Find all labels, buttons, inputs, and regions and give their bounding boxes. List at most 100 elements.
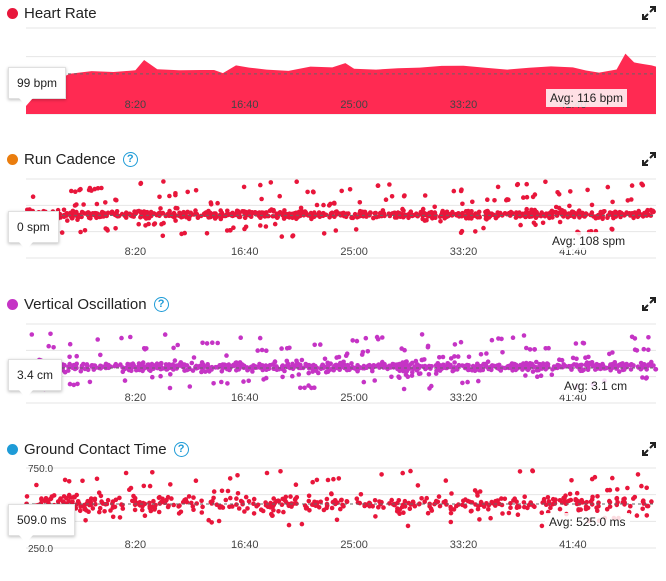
data-point — [500, 350, 505, 355]
data-point — [354, 496, 360, 501]
data-point — [524, 194, 530, 200]
data-point — [402, 498, 408, 504]
x-tick-label: 25:00 — [340, 246, 368, 258]
data-point — [401, 214, 407, 219]
data-point — [95, 186, 101, 191]
data-point — [614, 363, 620, 368]
x-tick-label: 33:20 — [450, 539, 478, 551]
data-point — [631, 363, 636, 368]
data-point — [425, 510, 431, 516]
y-tick-label: 250.0 — [28, 544, 53, 555]
data-point — [534, 359, 539, 365]
expand-icon[interactable] — [642, 6, 656, 20]
data-point — [333, 228, 339, 233]
expand-icon[interactable] — [642, 442, 656, 456]
data-point — [314, 477, 320, 483]
data-point — [64, 213, 69, 218]
data-points — [23, 468, 654, 529]
data-point — [339, 211, 344, 216]
data-point — [563, 363, 568, 369]
average-label: Avg: 116 bpm — [546, 89, 627, 107]
data-point — [426, 372, 432, 377]
data-point — [68, 495, 73, 500]
data-point — [464, 362, 470, 368]
data-point — [117, 495, 122, 501]
data-point — [357, 200, 363, 205]
data-point — [269, 513, 275, 518]
data-point — [209, 520, 214, 525]
data-point — [433, 363, 439, 368]
data-point — [66, 479, 72, 484]
data-point — [261, 377, 266, 382]
data-point — [227, 476, 233, 481]
data-point — [532, 347, 537, 352]
help-icon[interactable]: ? — [173, 441, 189, 457]
data-point — [391, 365, 396, 370]
data-point — [353, 227, 359, 232]
data-points — [25, 331, 659, 392]
data-point — [475, 506, 481, 512]
data-point — [607, 500, 613, 505]
data-point — [428, 366, 433, 371]
data-point — [168, 482, 173, 487]
data-point — [427, 504, 432, 509]
data-point — [299, 521, 305, 527]
data-point — [408, 468, 413, 474]
data-point — [625, 485, 630, 491]
current-value-tooltip: 99 bpm — [8, 67, 67, 106]
data-point — [396, 507, 402, 512]
data-point — [389, 194, 395, 199]
data-point — [629, 183, 635, 188]
data-point — [140, 507, 145, 513]
x-tick-label: 41:40 — [559, 539, 587, 551]
data-point — [400, 206, 405, 212]
help-icon[interactable]: ? — [122, 151, 138, 167]
data-point — [401, 368, 406, 374]
data-point — [520, 213, 526, 218]
data-point — [34, 482, 39, 488]
data-point — [361, 379, 367, 385]
data-point — [524, 345, 529, 351]
data-point — [280, 365, 285, 371]
help-icon[interactable]: ? — [153, 296, 169, 312]
data-point — [200, 504, 205, 510]
data-point — [416, 371, 422, 377]
data-point — [443, 498, 448, 504]
data-point — [157, 494, 162, 500]
data-point — [120, 502, 125, 508]
expand-icon[interactable] — [642, 297, 656, 311]
data-point — [628, 503, 633, 509]
data-point — [629, 334, 635, 340]
data-point — [303, 506, 309, 511]
data-point — [350, 364, 355, 370]
data-point — [557, 506, 563, 512]
data-point — [123, 210, 129, 215]
data-point — [324, 496, 330, 502]
data-point — [199, 510, 205, 515]
data-point — [336, 366, 342, 372]
data-point — [407, 506, 413, 512]
x-tick-label: 8:20 — [125, 392, 146, 404]
data-point — [438, 219, 443, 224]
expand-icon[interactable] — [642, 152, 656, 166]
data-point — [596, 503, 601, 509]
data-point — [469, 368, 475, 373]
data-point — [152, 507, 157, 512]
data-point — [614, 502, 620, 508]
data-point — [305, 189, 310, 195]
data-point — [576, 507, 581, 512]
data-point — [417, 501, 422, 506]
data-point — [517, 210, 522, 215]
data-point — [190, 368, 196, 373]
average-label: Avg: 3.1 cm — [560, 377, 632, 395]
data-point — [109, 209, 115, 215]
data-point — [151, 211, 157, 216]
data-point — [506, 510, 512, 516]
data-point — [125, 366, 130, 371]
data-point — [397, 375, 402, 380]
data-point — [452, 354, 457, 359]
data-point — [264, 348, 269, 353]
data-point — [592, 474, 598, 480]
data-point — [530, 369, 536, 374]
